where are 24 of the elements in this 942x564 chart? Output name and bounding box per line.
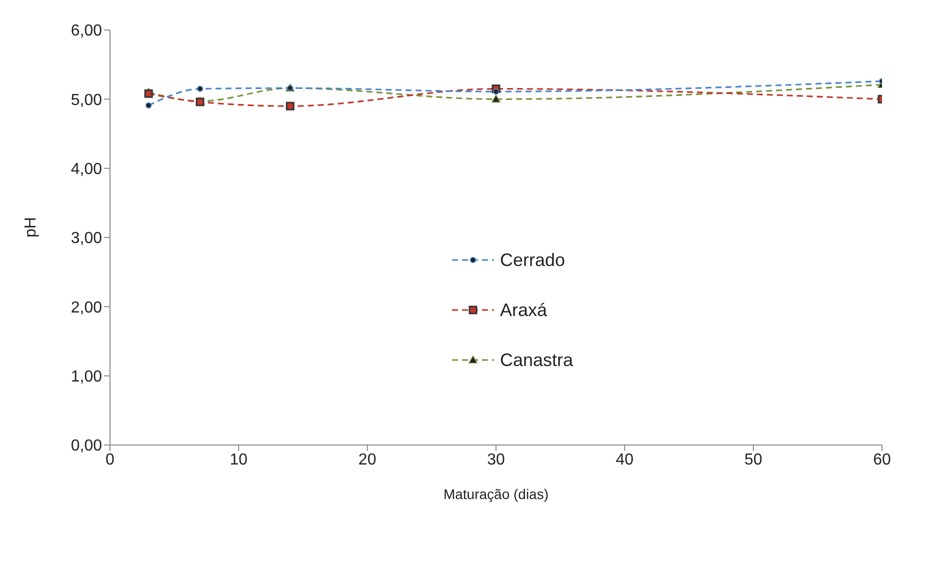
- point: [492, 94, 500, 103]
- point: [286, 102, 294, 110]
- x-tick-label: 30: [487, 451, 505, 468]
- x-tick-label: 20: [358, 451, 376, 468]
- legend-label: Cerrado: [500, 250, 566, 270]
- x-tick-label: 10: [230, 451, 248, 468]
- y-tick-label: 0,00: [70, 438, 102, 455]
- point: [146, 102, 152, 108]
- x-axis-title: Maturação (dias): [443, 486, 549, 502]
- x-tick-label: 0: [106, 451, 115, 468]
- y-axis-title: pH: [22, 217, 40, 238]
- y-tick-label: 5,00: [70, 92, 102, 109]
- y-tick-label: 3,00: [70, 230, 102, 248]
- x-tick-label: 40: [616, 451, 634, 468]
- y-tick-label: 1,00: [70, 368, 102, 386]
- y-tick-label: 4,00: [70, 161, 102, 178]
- y-tick-label: 6,00: [70, 22, 102, 40]
- point: [492, 88, 500, 95]
- x-tick-label: 50: [744, 451, 762, 468]
- legend-label: Araxá: [500, 300, 548, 320]
- legend-label: Canastra: [500, 350, 574, 370]
- point: [196, 86, 204, 92]
- y-tick-label: 2,00: [70, 299, 102, 316]
- x-tick-label: 60: [873, 451, 891, 468]
